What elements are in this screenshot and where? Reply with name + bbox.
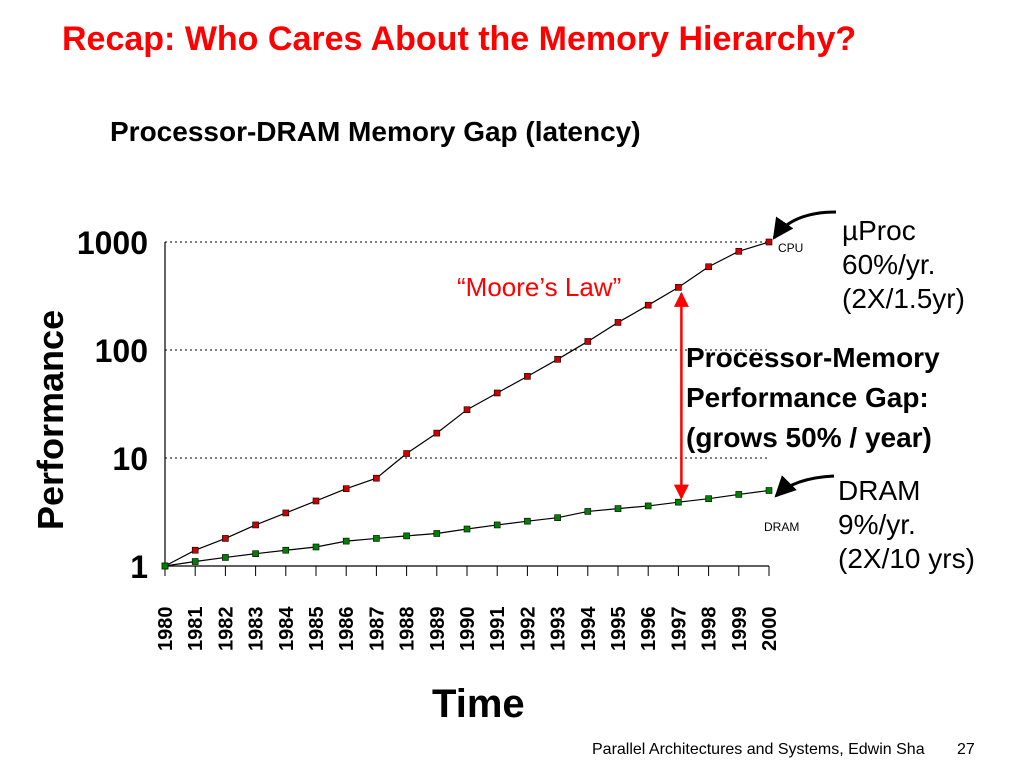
x-tick-label: 1983 <box>246 607 268 652</box>
data-point-cpu <box>342 485 350 492</box>
dram-growth-annotation: DRAM 9%/yr. (2X/10 yrs) <box>838 474 975 576</box>
cpu-series-tag: CPU <box>778 241 803 255</box>
x-tick-label: 1988 <box>397 607 419 652</box>
x-tick-label: 1982 <box>215 607 237 652</box>
data-point-dram <box>554 514 561 522</box>
data-point-cpu <box>252 521 259 529</box>
data-point-dram <box>493 521 501 529</box>
data-point-dram <box>735 491 743 498</box>
dram-annotation-line-3: (2X/10 yrs) <box>838 543 975 574</box>
data-point-cpu <box>282 509 290 517</box>
x-tick-label: 1994 <box>578 606 600 651</box>
y-tick-label: 1 <box>130 549 148 585</box>
data-point-cpu <box>584 338 592 345</box>
performance-gap-annotation: Processor-Memory Performance Gap: (grows… <box>686 338 940 458</box>
cpu-pointer-arrow <box>772 210 837 240</box>
x-tick-labels: 1980 1981 1982 1983 1984 1985 1986 1987 1988 1989… <box>155 606 781 651</box>
dram-annotation-line-2: 9%/yr. <box>838 509 916 540</box>
data-point-dram <box>463 525 471 533</box>
data-point-cpu <box>493 389 501 397</box>
data-point-dram <box>584 508 592 515</box>
cpu-annotation-line-2: 60%/yr. <box>842 249 936 280</box>
moores-law-label: “Moore’s Law” <box>457 272 622 302</box>
data-point-dram <box>312 543 320 551</box>
x-tick-label: 1995 <box>608 607 630 652</box>
data-point-cpu <box>735 248 743 255</box>
data-point-cpu <box>191 546 199 554</box>
data-point-cpu <box>373 474 380 482</box>
x-tick-label: 1997 <box>668 607 690 652</box>
data-point-cpu <box>644 301 652 309</box>
cpu-annotation-line-1: µProc <box>842 215 916 246</box>
data-point-cpu <box>312 497 320 505</box>
x-tick-label: 1998 <box>699 607 721 652</box>
x-tick-label: 1991 <box>487 607 509 652</box>
data-point-cpu <box>675 284 682 291</box>
data-point-dram <box>524 517 531 525</box>
y-axis-label: Performance <box>30 309 71 530</box>
data-point-cpu <box>765 238 773 246</box>
x-tick-label: 1986 <box>336 607 358 652</box>
y-tick-labels: 1 10 100 1000 <box>77 225 148 585</box>
data-point-cpu <box>554 356 561 363</box>
data-point-cpu <box>705 263 712 271</box>
x-tick-label: 1993 <box>548 607 570 652</box>
dram-pointer-arrow <box>774 474 835 498</box>
x-tick-label: 1980 <box>155 607 177 652</box>
data-point-dram <box>765 487 773 494</box>
data-point-dram <box>191 558 199 565</box>
annotation-graphics: CPU DRAM <box>673 210 837 534</box>
chart-title: Processor-DRAM Memory Gap (latency) <box>110 116 641 147</box>
gap-annotation-line-1: Processor-Memory <box>686 342 940 373</box>
footer-text: Parallel Architectures and Systems, Edwi… <box>592 741 925 758</box>
x-tick-label: 1992 <box>517 607 539 652</box>
y-tick-label: 1000 <box>77 225 148 261</box>
data-point-cpu <box>222 535 229 542</box>
data-point-cpu <box>403 450 410 457</box>
data-point-dram <box>675 498 682 506</box>
x-tick-label: 1981 <box>185 607 207 652</box>
y-tick-label: 10 <box>112 441 148 477</box>
data-point-dram <box>252 550 259 557</box>
data-point-cpu <box>463 406 471 414</box>
x-tick-label: 1985 <box>306 607 328 652</box>
data-point-dram <box>161 562 169 570</box>
axes <box>164 242 770 576</box>
x-axis-label: Time <box>432 682 525 726</box>
x-tick-label: 1989 <box>427 607 449 652</box>
data-point-cpu <box>433 429 441 437</box>
slide-title: Recap: Who Cares About the Memory Hierar… <box>62 20 857 58</box>
data-point-dram <box>644 502 652 510</box>
data-point-dram <box>373 535 380 542</box>
x-tick-label: 1999 <box>729 607 751 652</box>
data-point-dram <box>222 554 229 561</box>
dram-series-tag: DRAM <box>764 520 799 534</box>
page-number: 27 <box>957 741 975 758</box>
data-point-dram <box>705 495 712 502</box>
data-point-dram <box>403 532 410 540</box>
data-point-dram <box>342 537 350 545</box>
data-point-dram <box>282 546 290 554</box>
grid-lines <box>165 241 769 459</box>
x-tick-label: 1987 <box>366 607 388 652</box>
gap-annotation-line-2: Performance Gap: <box>686 382 929 413</box>
data-point-cpu <box>524 373 531 380</box>
dram-annotation-line-1: DRAM <box>838 475 921 506</box>
x-tick-label: 2000 <box>759 607 781 652</box>
data-point-dram <box>614 505 622 512</box>
cpu-growth-annotation: µProc 60%/yr. (2X/1.5yr) <box>842 214 965 316</box>
x-tick-label: 1990 <box>457 607 479 652</box>
cpu-annotation-line-3: (2X/1.5yr) <box>842 283 965 314</box>
data-point-dram <box>433 530 441 537</box>
data-point-cpu <box>614 319 622 326</box>
x-tick-label: 1996 <box>638 607 660 652</box>
x-tick-label: 1984 <box>276 606 298 651</box>
y-tick-label: 100 <box>95 333 148 369</box>
gap-annotation-line-3: (grows 50% / year) <box>686 422 932 453</box>
series-layer <box>161 238 773 570</box>
